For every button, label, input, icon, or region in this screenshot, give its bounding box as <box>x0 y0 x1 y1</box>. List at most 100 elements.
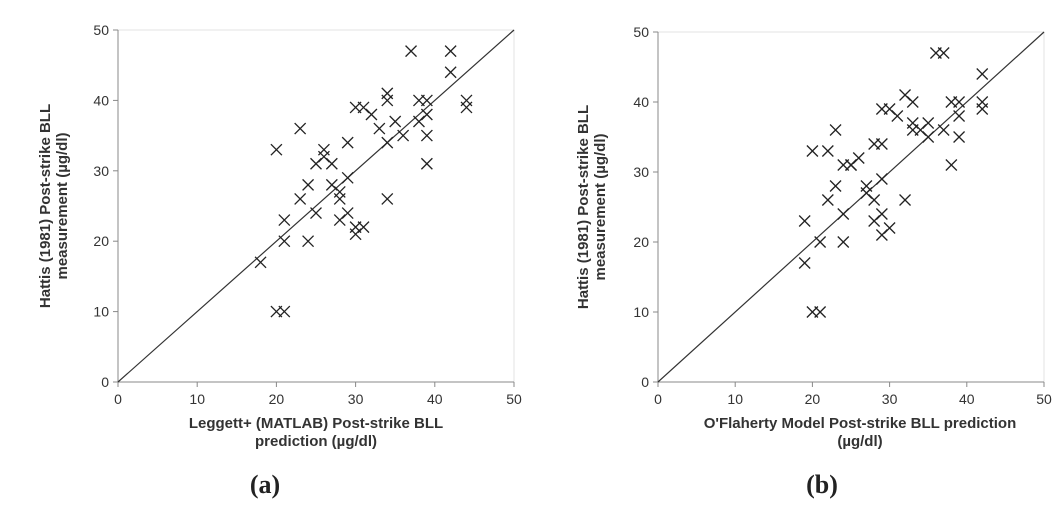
y-axis-title: measurement (µg/dl) <box>592 133 609 280</box>
panel-label-b: (b) <box>806 470 838 499</box>
data-point-marker <box>875 138 888 150</box>
data-point-marker <box>875 173 888 185</box>
data-point-marker <box>953 110 966 122</box>
x-axis-title: prediction (µg/dl) <box>255 433 377 450</box>
data-point-marker <box>333 193 346 205</box>
identity-reference-line <box>117 29 515 383</box>
data-point-marker <box>829 124 842 136</box>
data-point-marker <box>381 136 394 149</box>
y-tick-label: 40 <box>633 94 649 110</box>
data-point-marker <box>405 45 417 58</box>
data-point-marker <box>976 68 989 80</box>
x-tick-label: 10 <box>727 391 743 407</box>
y-tick-label: 20 <box>633 234 649 250</box>
data-point-marker <box>381 94 394 107</box>
data-point-marker <box>953 131 966 143</box>
data-point-marker <box>945 159 958 171</box>
y-tick-label: 10 <box>93 304 109 320</box>
data-point-marker <box>341 207 354 219</box>
x-axis-title: Leggett+ (MATLAB) Post-strike BLL <box>189 415 443 432</box>
x-tick-label: 50 <box>1036 391 1052 407</box>
data-point-marker <box>294 193 307 205</box>
y-axis-title: Hattis (1981) Post-strike BLL <box>37 104 54 308</box>
data-point-marker <box>860 180 873 192</box>
data-point-marker <box>814 306 827 318</box>
data-point-marker <box>357 221 370 234</box>
data-point-marker <box>883 222 896 234</box>
data-point-marker <box>937 124 950 136</box>
data-point-marker <box>899 194 911 206</box>
data-point-marker <box>381 193 394 205</box>
data-point-marker <box>389 115 402 128</box>
x-tick-label: 40 <box>959 391 975 407</box>
y-tick-label: 40 <box>93 92 109 108</box>
scatter-panel-a: 0 10 20 30 40 50 0 10 20 30 40 50 Leggett+ (MATLAB) … <box>37 22 522 499</box>
data-point-marker <box>806 145 819 157</box>
y-tick-label: 0 <box>101 374 109 390</box>
scatter-panel-b: 0 10 20 30 40 50 0 10 20 30 40 50 O'Flaherty Model P… <box>530 0 1060 527</box>
x-tick-label: 10 <box>189 391 205 407</box>
data-point-marker <box>420 94 433 107</box>
y-tick-label: 30 <box>633 164 649 180</box>
data-point-marker <box>302 235 315 248</box>
y-tick-label: 30 <box>93 163 109 179</box>
data-point-marker <box>976 103 989 115</box>
data-point-marker <box>341 136 354 149</box>
data-point-marker <box>444 66 457 79</box>
x-tick-label: 50 <box>506 391 522 407</box>
data-point-marker <box>460 101 473 114</box>
data-point-marker <box>937 47 950 59</box>
scatter-plot-b: 0 10 20 30 40 50 0 10 20 30 40 50 O'Flaherty Model P… <box>575 24 1052 450</box>
data-point-marker <box>798 257 811 269</box>
data-point-marker <box>875 208 888 220</box>
x-tick-label: 40 <box>427 391 443 407</box>
panel-label-a: (a) <box>249 470 281 499</box>
y-tick-label: 50 <box>633 24 649 40</box>
data-point-marker <box>373 122 386 135</box>
data-point-marker <box>278 305 291 318</box>
x-axis-title: O'Flaherty Model Post-strike BLL predict… <box>704 415 1017 432</box>
data-point-marker <box>837 236 850 248</box>
y-tick-label: 0 <box>641 374 649 390</box>
data-point-marker <box>852 152 865 164</box>
data-point-marker <box>953 96 966 108</box>
x-axis-title: (µg/dl) <box>837 433 882 450</box>
data-point-marker <box>868 194 881 206</box>
data-point-marker <box>341 171 354 184</box>
data-point-marker <box>420 108 433 121</box>
identity-reference-line <box>657 31 1045 383</box>
data-point-marker <box>814 236 827 248</box>
data-point-marker <box>278 214 291 227</box>
data-point-marker <box>302 178 315 191</box>
data-point-marker <box>837 208 850 220</box>
data-point-marker <box>821 145 834 157</box>
data-point-marker <box>798 215 811 227</box>
data-point-marker <box>444 45 457 58</box>
y-axis-title: Hattis (1981) Post-strike BLL <box>575 105 592 309</box>
data-point-marker <box>310 207 322 219</box>
data-point-marker <box>270 143 283 156</box>
data-point-marker <box>829 180 842 192</box>
data-point-marker <box>922 131 935 143</box>
data-point-marker <box>278 235 291 248</box>
y-axis-title: measurement (µg/dl) <box>54 132 71 279</box>
x-tick-label: 20 <box>805 391 821 407</box>
data-point-marker <box>906 96 919 108</box>
data-point-marker <box>420 157 433 170</box>
x-tick-label: 30 <box>882 391 898 407</box>
data-point-marker <box>365 108 378 121</box>
y-tick-label: 20 <box>93 233 109 249</box>
x-tick-label: 20 <box>269 391 285 407</box>
x-tick-label: 30 <box>348 391 364 407</box>
data-point-marker <box>922 117 935 129</box>
data-point-marker <box>397 129 410 142</box>
data-point-marker <box>254 256 267 269</box>
scatter-plot-a: 0 10 20 30 40 50 0 10 20 30 40 50 Leggett+ (MATLAB) … <box>37 22 522 450</box>
x-tick-label: 0 <box>114 391 122 407</box>
y-tick-label: 10 <box>633 304 649 320</box>
data-point-marker <box>420 129 433 142</box>
x-tick-label: 0 <box>654 391 662 407</box>
data-point-marker <box>821 194 834 206</box>
data-point-marker <box>294 122 307 135</box>
y-tick-label: 50 <box>93 22 109 38</box>
